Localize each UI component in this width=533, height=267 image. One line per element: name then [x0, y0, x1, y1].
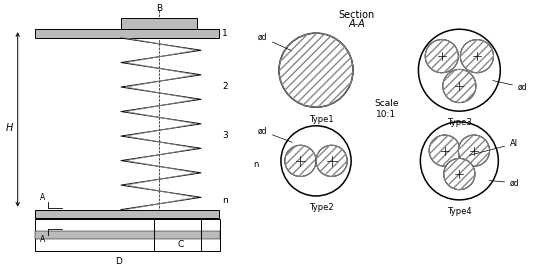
Circle shape: [281, 126, 351, 196]
Circle shape: [429, 135, 461, 166]
Text: A-A: A-A: [349, 18, 365, 29]
Text: Section: Section: [339, 10, 375, 20]
Circle shape: [316, 145, 347, 176]
Text: A: A: [40, 235, 45, 244]
Text: B: B: [156, 4, 162, 13]
Text: C: C: [177, 239, 184, 249]
Circle shape: [279, 33, 353, 107]
Text: 2: 2: [222, 81, 228, 91]
Bar: [35, 219, 221, 250]
Circle shape: [443, 69, 476, 103]
Circle shape: [461, 40, 494, 73]
Circle shape: [421, 122, 498, 200]
Text: Scale
10:1: Scale 10:1: [374, 100, 399, 119]
Text: Type4: Type4: [447, 207, 472, 216]
Text: Type3: Type3: [447, 118, 472, 127]
Text: ød: ød: [257, 127, 293, 142]
Text: D: D: [115, 257, 122, 266]
Text: A: A: [40, 193, 45, 202]
Circle shape: [444, 158, 475, 190]
Text: 1: 1: [222, 29, 228, 38]
Text: n: n: [254, 160, 259, 169]
Text: Type2: Type2: [309, 203, 333, 212]
Circle shape: [285, 145, 316, 176]
Bar: [121, 18, 197, 29]
Bar: [35, 231, 221, 239]
Bar: [35, 29, 219, 38]
Text: Type1: Type1: [309, 115, 333, 124]
Text: Al: Al: [470, 139, 518, 155]
Text: n: n: [222, 196, 228, 205]
Bar: [154, 219, 201, 250]
Circle shape: [458, 135, 490, 166]
Text: ød: ød: [493, 81, 527, 92]
Text: ød: ød: [489, 178, 520, 187]
Circle shape: [425, 40, 458, 73]
Text: H: H: [5, 123, 13, 133]
Bar: [35, 210, 219, 218]
Circle shape: [418, 29, 500, 111]
Text: 3: 3: [222, 131, 228, 140]
Text: ød: ød: [257, 33, 291, 50]
